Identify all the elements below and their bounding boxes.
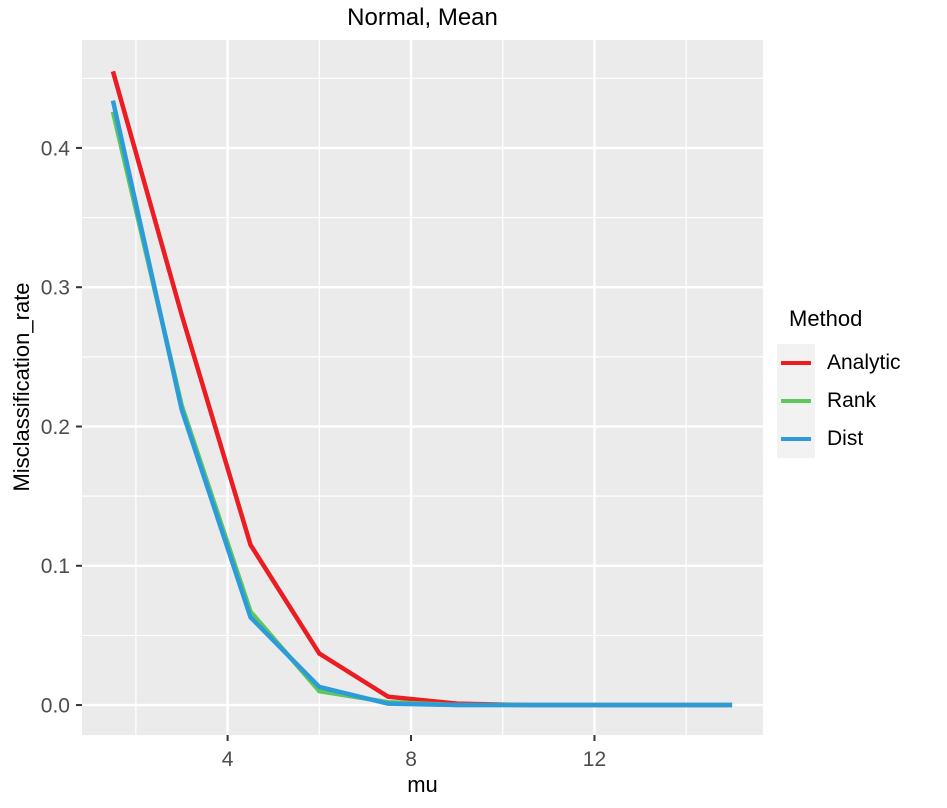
y-tick-label: 0.2 — [41, 416, 70, 439]
legend-item-dist: Dist — [777, 420, 901, 458]
y-tick-label: 0.1 — [41, 555, 70, 578]
legend-title: Method — [789, 306, 863, 331]
legend-key-line-icon — [781, 398, 811, 404]
series-line-dist — [110, 100, 733, 708]
legend-item-analytic: Analytic — [777, 344, 901, 382]
legend-key-line-icon — [781, 360, 811, 366]
panel-background — [82, 40, 763, 735]
x-axis-title: mu — [407, 772, 438, 797]
legend-key — [777, 344, 815, 382]
legend-item-label: Dist — [827, 427, 864, 450]
plot-title: Normal, Mean — [347, 4, 498, 31]
legend-key — [777, 420, 815, 458]
legend-item-rank: Rank — [777, 382, 901, 420]
legend-item-label: Analytic — [827, 351, 901, 374]
legend-key — [777, 382, 815, 420]
x-tick-label: 12 — [583, 748, 606, 771]
legend: Method Analytic Rank Dist — [777, 306, 901, 458]
x-tick-label: 4 — [222, 748, 234, 771]
y-tick-label: 0.3 — [41, 277, 70, 300]
y-axis-title: Misclassification_rate — [9, 282, 34, 492]
y-tick-label: 0.4 — [41, 137, 71, 160]
legend-item-label: Rank — [827, 389, 877, 412]
legend-items: Analytic Rank Dist — [777, 344, 901, 458]
legend-key-line-icon — [781, 436, 811, 442]
x-tick-label: 8 — [405, 748, 417, 771]
y-tick-label: 0.0 — [41, 694, 70, 717]
